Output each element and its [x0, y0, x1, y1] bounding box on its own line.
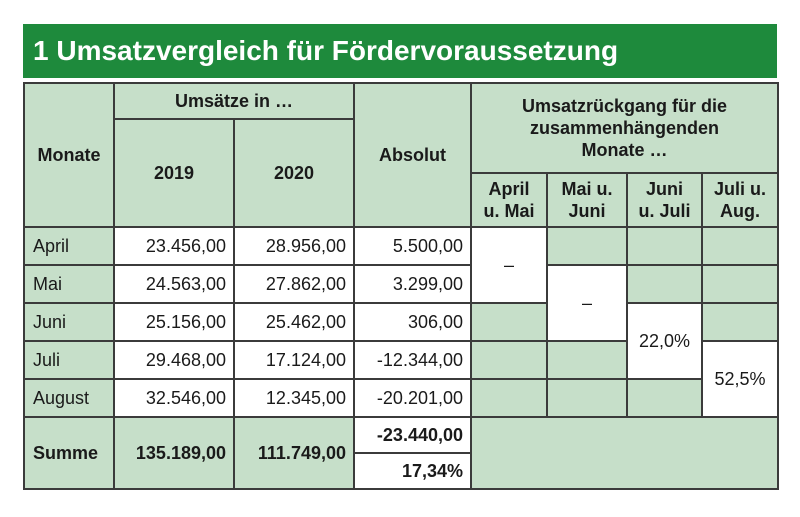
- table-row: August 32.546,00 12.345,00 -20.201,00: [23, 378, 778, 418]
- value-2020-cell: 12.345,00: [233, 378, 355, 418]
- sum-row: Summe 135.189,00 111.749,00 -23.440,00: [23, 416, 780, 490]
- empty-cell: [700, 264, 780, 304]
- header-period-april-mai: April u. Mai: [470, 172, 548, 228]
- absolut-cell: 306,00: [353, 302, 472, 342]
- sum-2020: 111.749,00: [233, 416, 355, 490]
- empty-cell: [626, 264, 703, 304]
- absolut-cell: -12.344,00: [353, 340, 472, 380]
- empty-cell: [546, 226, 628, 266]
- period-line2: u. Juli: [638, 201, 691, 221]
- header-absolut: Absolut: [353, 82, 472, 228]
- value-2020-cell: 17.124,00: [233, 340, 355, 380]
- period-line2: Aug.: [720, 201, 761, 221]
- sum-percent-row: 17,34%: [24, 452, 778, 490]
- absolut-cell: 5.500,00: [353, 226, 472, 266]
- sum-label: Summe: [23, 416, 115, 490]
- absolut-cell: -20.201,00: [353, 378, 472, 418]
- value-2019-cell: 32.546,00: [113, 378, 235, 418]
- empty-cell: [470, 340, 548, 380]
- period-line1: Mai u.: [561, 179, 613, 199]
- header-period-juni-juli: Juni u. Juli: [626, 172, 703, 228]
- absolut-cell: 3.299,00: [353, 264, 472, 304]
- header-rueckgang-line3: Monate …: [581, 140, 668, 160]
- value-2020-cell: 25.462,00: [233, 302, 355, 342]
- month-cell: August: [23, 378, 115, 418]
- month-cell: Juni: [23, 302, 115, 342]
- header-period-juli-aug: Juli u. Aug.: [700, 172, 780, 228]
- sum-percent: 17,34%: [353, 452, 472, 490]
- result-juni-juli: 22,0%: [626, 302, 703, 380]
- value-2019-cell: 29.468,00: [113, 340, 235, 380]
- value-2020-cell: 27.862,00: [233, 264, 355, 304]
- result-mai-juni: –: [546, 264, 628, 342]
- month-cell: Juli: [23, 340, 115, 380]
- empty-cell: [626, 226, 703, 266]
- empty-cell: [700, 302, 780, 342]
- table-row: April 23.456,00 28.956,00 5.500,00 –: [23, 226, 780, 304]
- table-row: Mai 24.563,00 27.862,00 3.299,00 –: [23, 264, 780, 342]
- empty-cell: [546, 340, 628, 380]
- table-row: Juli 29.468,00 17.124,00 -12.344,00 52,5…: [23, 340, 780, 418]
- period-line2: u. Mai: [483, 201, 535, 221]
- empty-cell: [470, 378, 548, 418]
- empty-cell: [700, 226, 780, 266]
- header-year-2019: 2019: [113, 118, 235, 228]
- sales-comparison-figure: 1 Umsatzvergleich für Fördervoraussetzun…: [23, 24, 780, 494]
- value-2019-cell: 24.563,00: [113, 264, 235, 304]
- sum-absolut: -23.440,00: [353, 416, 472, 454]
- empty-cell: [546, 378, 628, 418]
- period-line1: Juli u.: [714, 179, 767, 199]
- period-line1: Juni: [645, 179, 683, 199]
- header-rueckgang-line2: zusammenhängenden: [530, 118, 720, 138]
- table-row: Juni 25.156,00 25.462,00 306,00 22,0%: [23, 302, 780, 380]
- result-juli-aug: 52,5%: [700, 340, 780, 418]
- empty-cell: [626, 378, 703, 418]
- month-cell: Mai: [23, 264, 115, 304]
- header-year-2020: 2020: [233, 118, 355, 228]
- month-cell: April: [23, 226, 115, 266]
- sum-2019: 135.189,00: [113, 416, 235, 490]
- header-umsaetze-in: Umsätze in …: [113, 82, 355, 120]
- header-rueckgang-line1: Umsatzrückgang für die: [522, 96, 728, 116]
- period-line1: April: [488, 179, 530, 199]
- value-2019-cell: 23.456,00: [113, 226, 235, 266]
- empty-cell: [470, 302, 548, 342]
- result-april-mai: –: [470, 226, 548, 304]
- table-title: 1 Umsatzvergleich für Fördervoraussetzun…: [23, 24, 777, 78]
- header-umsatzrueckgang: Umsatzrückgang für die zusammenhängenden…: [469, 82, 780, 174]
- header-period-mai-juni: Mai u. Juni: [546, 172, 628, 228]
- header-monate: Monate: [23, 82, 115, 228]
- value-2019-cell: 25.156,00: [113, 302, 235, 342]
- sum-empty-area: [469, 416, 780, 490]
- period-line2: Juni: [568, 201, 606, 221]
- sales-comparison-table: Monate Umsätze in … Absolut Umsatzrückga…: [23, 82, 780, 490]
- value-2020-cell: 28.956,00: [233, 226, 355, 266]
